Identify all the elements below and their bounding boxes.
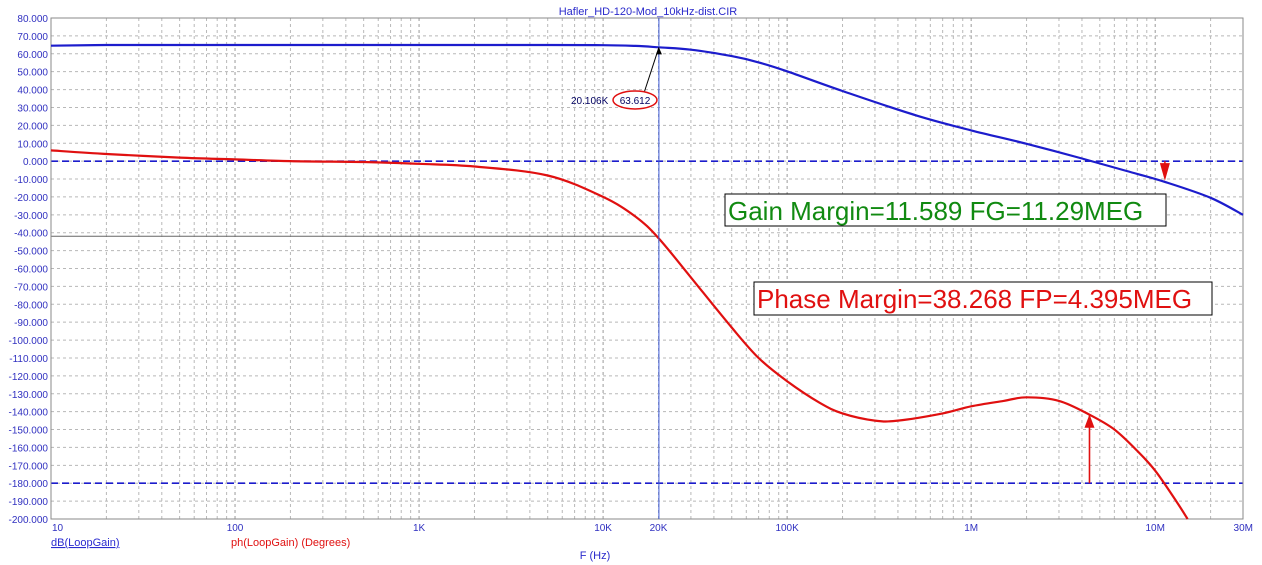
y-tick-label: -50.000 bbox=[14, 247, 48, 258]
x-tick-label: 10K bbox=[594, 523, 612, 534]
cursor-leader-line bbox=[642, 47, 660, 97]
y-tick-label: -20.000 bbox=[14, 193, 48, 204]
y-tick-label: 0.000 bbox=[23, 157, 48, 168]
y-tick-label: -100.000 bbox=[9, 336, 49, 347]
y-tick-label: -190.000 bbox=[9, 497, 49, 508]
phase-margin-arrow-head bbox=[1084, 414, 1095, 428]
chart-title: Hafler_HD-120-Mod_10kHz-dist.CIR bbox=[559, 6, 738, 18]
y-tick-label: -60.000 bbox=[14, 265, 48, 276]
y-tick-label: 50.000 bbox=[17, 68, 48, 79]
y-tick-label: -70.000 bbox=[14, 282, 48, 293]
gain-margin-label: Gain Margin=11.589 FG=11.29MEG bbox=[728, 196, 1143, 226]
y-tick-label: -170.000 bbox=[9, 461, 49, 472]
y-tick-label: 30.000 bbox=[17, 103, 48, 114]
legend-gain-series: dB(LoopGain) bbox=[51, 537, 120, 549]
phase-margin-box: Phase Margin=38.268 FP=4.395MEG bbox=[753, 281, 1213, 316]
gain-margin-arrow-head bbox=[1159, 163, 1170, 181]
x-tick-label: 1K bbox=[413, 523, 426, 534]
y-tick-label: -150.000 bbox=[9, 426, 49, 437]
y-tick-label: -80.000 bbox=[14, 300, 48, 311]
y-tick-label: 10.000 bbox=[17, 139, 48, 150]
y-tick-label: -140.000 bbox=[9, 408, 49, 419]
legend-phase-series: ph(LoopGain) (Degrees) bbox=[231, 537, 350, 549]
cursor-value-ellipse bbox=[612, 90, 658, 110]
y-tick-label: 60.000 bbox=[17, 50, 48, 61]
y-tick-label: -180.000 bbox=[9, 479, 49, 490]
cursor-y-value: 63.612 bbox=[620, 96, 651, 107]
x-tick-label: 100 bbox=[227, 523, 244, 534]
y-tick-label: 20.000 bbox=[17, 121, 48, 132]
y-tick-label: -40.000 bbox=[14, 229, 48, 240]
y-tick-label: -120.000 bbox=[9, 372, 49, 383]
x-axis-ticks: 10 100 1K 10K 20K 100K 1M 10M 30M bbox=[52, 523, 1253, 534]
x-tick-label: 20K bbox=[650, 523, 668, 534]
plot-frame bbox=[50, 17, 1244, 520]
cursor-group: 20.106K 63.612 bbox=[571, 18, 662, 519]
phase-margin-label: Phase Margin=38.268 FP=4.395MEG bbox=[757, 284, 1192, 314]
y-tick-label: -160.000 bbox=[9, 443, 49, 454]
gain-curve bbox=[50, 43, 1244, 216]
reference-lines bbox=[51, 160, 1243, 485]
y-tick-label: 80.000 bbox=[17, 14, 48, 25]
cursor-arrow-head bbox=[655, 47, 662, 55]
y-tick-label: -10.000 bbox=[14, 175, 48, 186]
x-tick-label: 10 bbox=[52, 523, 64, 534]
y-tick-label: 40.000 bbox=[17, 86, 48, 97]
margin-markers bbox=[1084, 161, 1170, 484]
gain-margin-box: Gain Margin=11.589 FG=11.29MEG bbox=[724, 193, 1167, 227]
y-tick-label: -90.000 bbox=[14, 318, 48, 329]
y-tick-label: -30.000 bbox=[14, 211, 48, 222]
cursor-x-value: 20.106K bbox=[571, 96, 609, 107]
y-tick-label: -110.000 bbox=[9, 354, 48, 365]
x-tick-label: 10M bbox=[1145, 523, 1164, 534]
x-tick-label: 30M bbox=[1234, 523, 1253, 534]
x-tick-label: 1M bbox=[964, 523, 978, 534]
x-axis-label: F (Hz) bbox=[580, 550, 611, 562]
y-tick-label: -200.000 bbox=[9, 515, 49, 526]
y-axis-ticks: 80.000 70.000 60.000 50.000 40.000 30.000 20.0… bbox=[9, 14, 49, 526]
y-tick-label: -130.000 bbox=[9, 390, 49, 401]
x-tick-label: 100K bbox=[775, 523, 799, 534]
y-tick-label: 70.000 bbox=[17, 32, 48, 43]
